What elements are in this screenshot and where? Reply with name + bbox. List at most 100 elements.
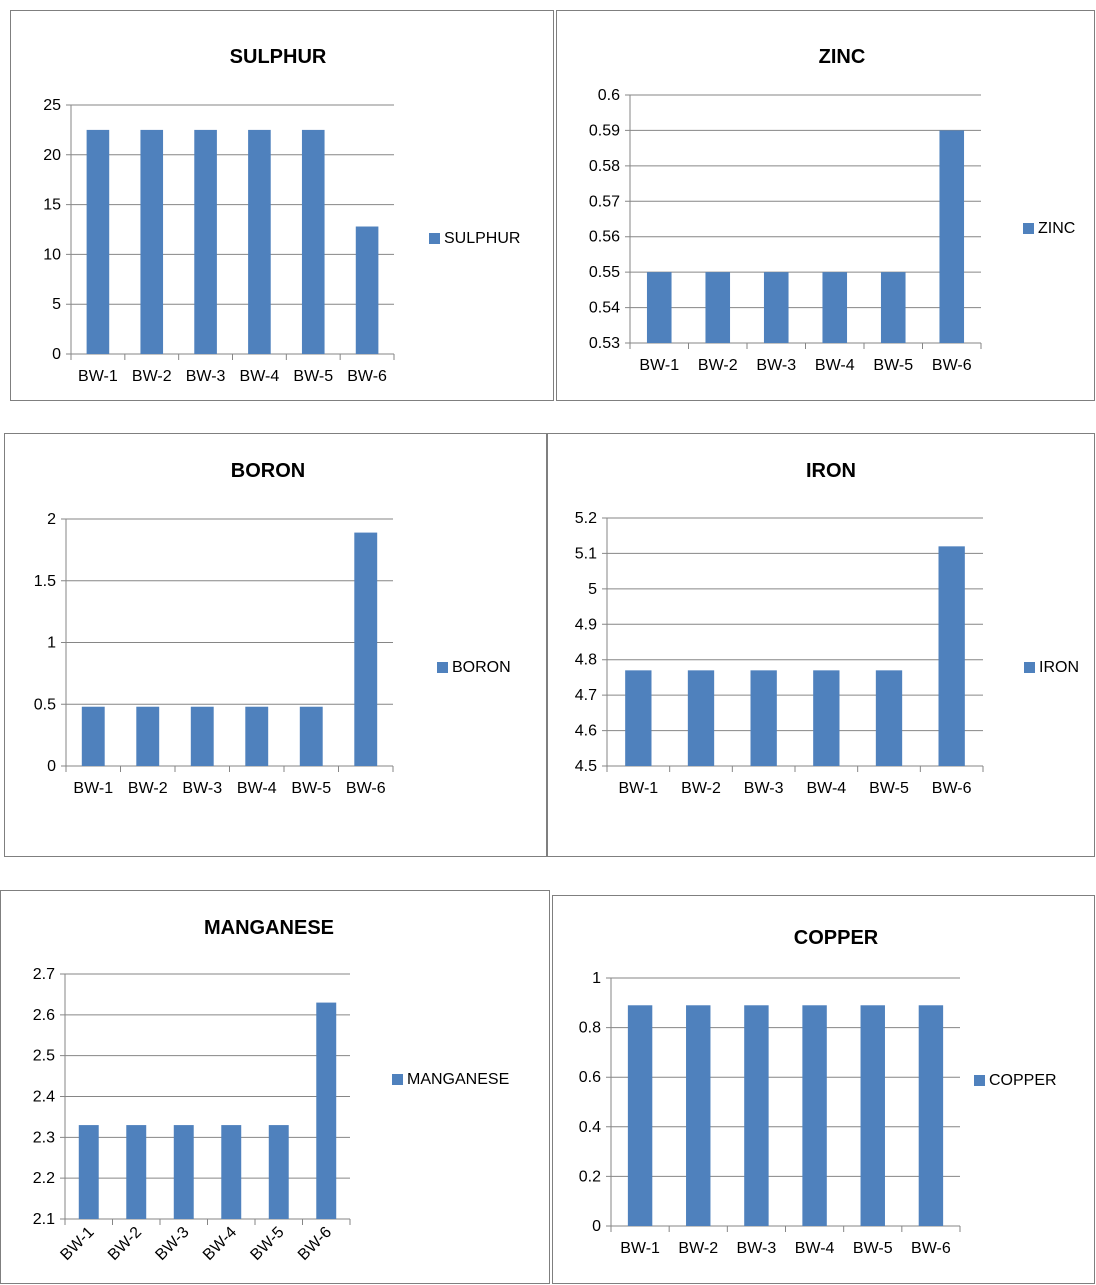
- manganese-legend-swatch: [392, 1074, 403, 1085]
- sulphur-chart-panel: SULPHUR 0 5 10 15 20 25 BW-1 BW-2 BW-3 BW-4 BW-5 BW-…: [10, 10, 554, 401]
- manganese-y-tick-label-1: 2.2: [33, 1170, 55, 1187]
- manganese-x-tick-label-0: BW-1: [57, 1224, 97, 1264]
- boron-legend-label: BORON: [452, 659, 511, 676]
- manganese-x-tick-label-4: BW-5: [247, 1224, 287, 1264]
- sulphur-y-tick-label-0: 0: [52, 346, 61, 363]
- copper-y-tick-label-2: 0.4: [579, 1119, 601, 1136]
- manganese-chart-panel: MANGANESE 2.1 2.2 2.3 2.4 2.5 2.6 2.7 BW-1 BW-2 BW…: [0, 890, 550, 1284]
- boron-bar-bw-5: [299, 706, 323, 766]
- zinc-y-tick-label-4: 0.57: [589, 193, 620, 210]
- zinc-x-tick-label-4: BW-5: [873, 357, 913, 374]
- iron-y-tick-label-3: 4.8: [575, 652, 597, 669]
- copper-x-tick-label-0: BW-1: [620, 1240, 660, 1257]
- boron-chart-title: BORON: [231, 460, 305, 482]
- copper-bar-bw-4: [802, 1005, 827, 1226]
- boron-y-tick-label-3: 1.5: [34, 573, 56, 590]
- sulphur-x-tick-label-5: BW-6: [347, 368, 387, 385]
- iron-y-tick-label-6: 5.1: [575, 545, 597, 562]
- copper-y-tick-label-4: 0.8: [579, 1020, 601, 1037]
- copper-y-tick-label-3: 0.6: [579, 1069, 601, 1086]
- manganese-y-tick-label-3: 2.4: [33, 1089, 55, 1106]
- zinc-x-tick-label-0: BW-1: [639, 357, 679, 374]
- copper-y-tick-label-0: 0: [592, 1218, 601, 1235]
- manganese-x-tick-label-1: BW-2: [105, 1224, 145, 1264]
- iron-y-tick-label-2: 4.7: [575, 687, 597, 704]
- iron-y-tick-label-7: 5.2: [575, 510, 597, 527]
- zinc-y-tick-label-7: 0.6: [598, 87, 620, 104]
- sulphur-x-tick-label-1: BW-2: [132, 368, 172, 385]
- iron-bar-bw-2: [687, 670, 715, 766]
- manganese-bar-bw-3: [173, 1125, 194, 1219]
- zinc-x-tick-label-3: BW-4: [815, 357, 855, 374]
- zinc-bar-bw-5: [880, 272, 906, 343]
- zinc-y-tick-label-6: 0.59: [589, 122, 620, 139]
- sulphur-x-tick-label-0: BW-1: [78, 368, 118, 385]
- copper-chart-title: COPPER: [794, 927, 879, 949]
- iron-y-tick-label-4: 4.9: [575, 616, 597, 633]
- iron-bar-bw-1: [625, 670, 652, 766]
- boron-bar-bw-2: [136, 706, 160, 766]
- boron-y-tick-label-0: 0: [47, 758, 56, 775]
- boron-bar-bw-4: [245, 706, 269, 766]
- sulphur-legend-label: SULPHUR: [444, 230, 520, 247]
- sulphur-y-tick-label-4: 20: [43, 147, 61, 164]
- sulphur-chart-title: SULPHUR: [230, 46, 327, 68]
- boron-legend-swatch: [437, 662, 448, 673]
- zinc-chart-title: ZINC: [819, 46, 866, 68]
- zinc-y-tick-label-2: 0.55: [589, 264, 620, 281]
- iron-x-tick-label-3: BW-4: [806, 780, 846, 797]
- iron-x-tick-label-1: BW-2: [681, 780, 721, 797]
- copper-legend-label: COPPER: [989, 1072, 1057, 1089]
- manganese-bar-bw-6: [316, 1002, 337, 1219]
- boron-bar-bw-6: [354, 532, 378, 766]
- iron-bar-bw-5: [875, 670, 903, 766]
- copper-y-tick-label-1: 0.2: [579, 1168, 601, 1185]
- manganese-y-tick-label-4: 2.5: [33, 1048, 55, 1065]
- zinc-bar-bw-3: [763, 272, 789, 343]
- boron-x-tick-label-1: BW-2: [128, 780, 168, 797]
- sulphur-bar-bw-3: [194, 129, 217, 354]
- sulphur-y-tick-label-5: 25: [43, 97, 61, 114]
- zinc-x-tick-label-1: BW-2: [698, 357, 738, 374]
- copper-y-tick-label-5: 1: [592, 970, 601, 987]
- iron-chart-title: IRON: [806, 460, 856, 482]
- boron-chart: BORON 0 0.5 1 1.5 2 BW-1 BW-2 BW-3 BW-4 BW-5 BW-6 BO…: [34, 460, 511, 797]
- boron-bar-bw-3: [190, 706, 214, 766]
- sulphur-bar-bw-4: [248, 129, 271, 354]
- boron-y-tick-label-2: 1: [47, 635, 56, 652]
- manganese-bar-bw-1: [78, 1125, 99, 1219]
- zinc-bar-bw-4: [822, 272, 848, 343]
- iron-y-tick-label-1: 4.6: [575, 723, 597, 740]
- sulphur-y-tick-label-3: 15: [43, 197, 61, 214]
- manganese-x-tick-label-5: BW-6: [295, 1224, 335, 1264]
- iron-bar-bw-4: [813, 670, 840, 766]
- manganese-y-tick-label-2: 2.3: [33, 1129, 55, 1146]
- iron-bar-bw-6: [938, 546, 965, 766]
- boron-bar-bw-1: [81, 706, 105, 766]
- copper-x-tick-label-4: BW-5: [853, 1240, 893, 1257]
- sulphur-x-tick-label-4: BW-5: [293, 368, 333, 385]
- copper-bar-bw-5: [860, 1005, 885, 1226]
- iron-y-tick-label-5: 5: [588, 581, 597, 598]
- iron-x-tick-label-5: BW-6: [932, 780, 972, 797]
- copper-x-tick-label-1: BW-2: [678, 1240, 718, 1257]
- sulphur-y-tick-label-2: 10: [43, 246, 61, 263]
- zinc-bar-bw-2: [705, 272, 731, 343]
- boron-x-tick-label-0: BW-1: [73, 780, 113, 797]
- copper-bar-bw-1: [627, 1005, 653, 1226]
- manganese-y-tick-label-5: 2.6: [33, 1007, 55, 1024]
- manganese-x-tick-label-3: BW-4: [200, 1224, 240, 1264]
- zinc-x-tick-label-2: BW-3: [756, 357, 796, 374]
- iron-legend-label: IRON: [1039, 659, 1079, 676]
- zinc-y-tick-label-1: 0.54: [589, 300, 620, 317]
- zinc-chart-panel: ZINC 0.53 0.54 0.55 0.56 0.57 0.58 0.59 0.6 BW-1 B…: [556, 10, 1095, 401]
- manganese-x-tick-label-2: BW-3: [152, 1224, 192, 1264]
- copper-legend-swatch: [974, 1075, 985, 1086]
- zinc-legend-label: ZINC: [1038, 220, 1075, 237]
- manganese-legend-label: MANGANESE: [407, 1071, 509, 1088]
- iron-chart-panel: IRON 4.5 4.6 4.7 4.8 4.9 5 5.1 5.2 BW-1 BW-2 BW-3 BW…: [547, 433, 1095, 857]
- manganese-chart-title: MANGANESE: [204, 917, 334, 939]
- zinc-bar-bw-1: [646, 272, 672, 343]
- boron-y-tick-label-1: 0.5: [34, 696, 56, 713]
